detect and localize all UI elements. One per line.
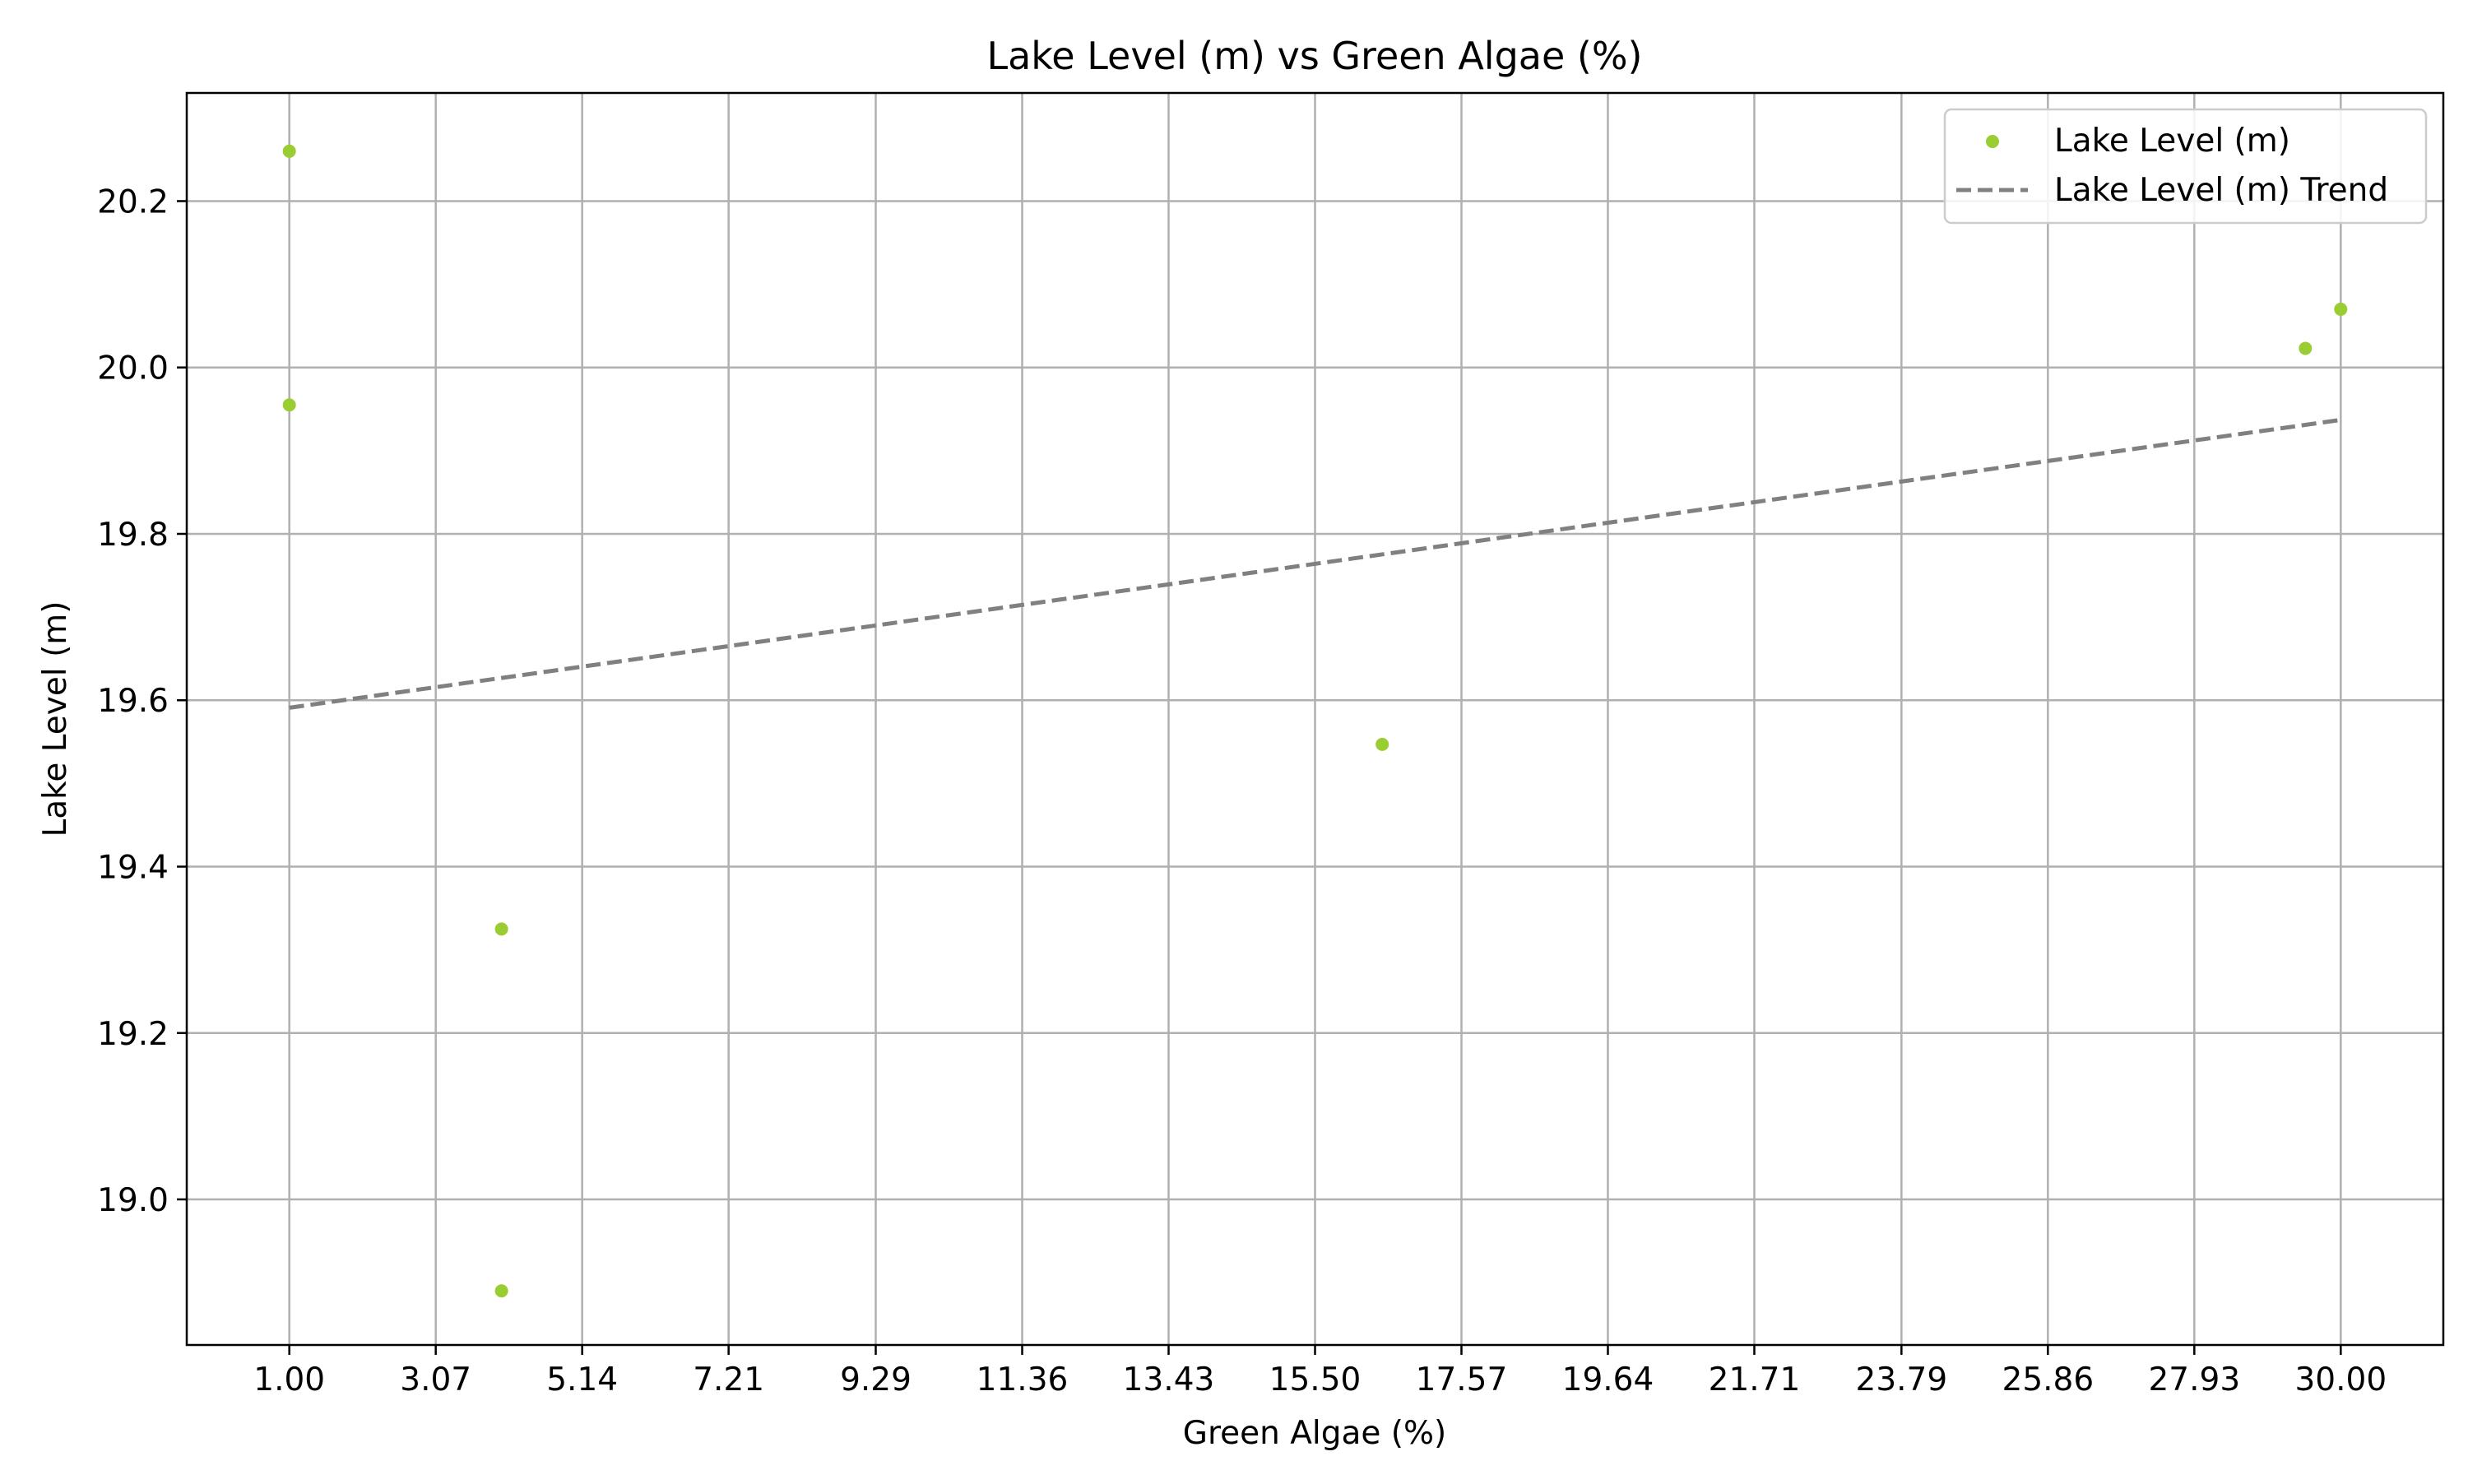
data-point	[494, 922, 508, 936]
x-tick-label: 9.29	[840, 1361, 912, 1398]
y-axis-label: Lake Level (m)	[37, 601, 74, 837]
x-tick-label: 7.21	[693, 1361, 764, 1398]
legend-box	[1943, 108, 2428, 225]
x-tick-label: 11.36	[977, 1361, 1069, 1398]
grid	[187, 93, 2443, 1345]
x-tick-label: 23.79	[1856, 1361, 1948, 1398]
x-tick-label: 3.07	[400, 1361, 471, 1398]
x-tick-label: 5.14	[546, 1361, 618, 1398]
legend: Lake Level (m) Lake Level (m) Trend	[1943, 108, 2428, 225]
x-tick-label: 1.00	[253, 1361, 325, 1398]
trend-line	[289, 417, 2341, 710]
x-tick-label: 13.43	[1123, 1361, 1215, 1398]
data-point	[2334, 302, 2348, 316]
trend-layer	[289, 417, 2341, 710]
x-tick-label: 15.50	[1269, 1361, 1362, 1398]
x-tick-label: 19.64	[1562, 1361, 1654, 1398]
data-point	[1375, 737, 1389, 751]
x-tick-label: 21.71	[1709, 1361, 1801, 1398]
legend-marker-scatter	[1986, 135, 1999, 148]
y-axis-ticks: 19.0 19.2 19.4 19.6 19.8 20.0 20.2	[97, 183, 187, 1219]
legend-label-scatter: Lake Level (m)	[2054, 123, 2290, 160]
legend-label-trend: Lake Level (m) Trend	[2054, 172, 2388, 209]
data-point	[282, 398, 296, 412]
x-axis-ticks: 1.00 3.07 5.14 7.21 9.29 11.36 13.43 15.50 17.57…	[253, 1345, 2387, 1398]
y-tick-label: 20.0	[97, 350, 169, 387]
y-tick-label: 19.6	[97, 683, 169, 720]
chart-title: Lake Level (m) vs Green Algae (%)	[986, 34, 1642, 78]
x-tick-label: 27.93	[2148, 1361, 2240, 1398]
y-tick-label: 19.4	[97, 850, 169, 887]
y-tick-label: 19.0	[97, 1182, 169, 1219]
x-axis-label: Green Algae (%)	[1183, 1415, 1447, 1452]
y-tick-label: 19.8	[97, 517, 169, 554]
x-tick-label: 30.00	[2294, 1361, 2387, 1398]
points-layer	[282, 144, 2348, 1298]
data-point	[282, 144, 296, 158]
y-tick-label: 20.2	[97, 183, 169, 220]
y-tick-label: 19.2	[97, 1016, 169, 1053]
data-point	[494, 1284, 508, 1298]
data-point	[2299, 341, 2313, 355]
x-tick-label: 17.57	[1416, 1361, 1508, 1398]
x-tick-label: 25.86	[2002, 1361, 2095, 1398]
